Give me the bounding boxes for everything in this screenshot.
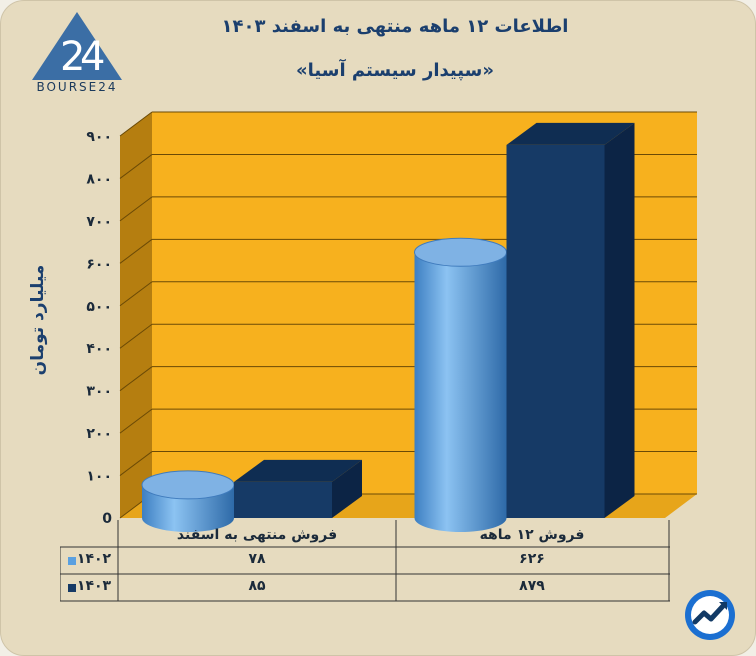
y-tick-label: ۸۰۰ (86, 171, 112, 187)
data-table (60, 520, 670, 602)
gridline-diag (119, 451, 153, 476)
legend-swatch-1402 (68, 557, 76, 565)
y-tick-label: ۹۰۰ (86, 129, 112, 145)
legend-label-1403: ۱۴۰۳ (76, 578, 112, 594)
bar-1403 (234, 481, 332, 518)
y-tick-label: ۱۰۰ (86, 469, 112, 485)
gridline-diag (119, 154, 153, 179)
gridline-diag (119, 111, 153, 137)
trend-arrow-icon (685, 590, 735, 640)
y-tick-label: ۶۰۰ (86, 256, 112, 272)
gridline-diag (119, 281, 153, 307)
chart-title: اطلاعات ۱۲ ماهه منتهی به اسفند ۱۴۰۳ (221, 16, 569, 37)
svg-text:4: 4 (80, 34, 105, 80)
bars (141, 122, 635, 532)
table-value-1403-cat-1: ۸۵ (248, 578, 266, 594)
table-value-1402-cat-2: ۶۲۶ (519, 551, 545, 567)
chart-subtitle: «سپیدار سیستم آسیا» (296, 60, 494, 81)
y-tick-label: ۵۰۰ (86, 299, 112, 315)
table-header-cat-1: فروش منتهی به اسفند (176, 527, 338, 543)
table-value-1403-cat-2: ۸۷۹ (519, 578, 545, 594)
y-tick-label: ۳۰۰ (86, 384, 112, 400)
y-axis-label: میلیارد تومان (28, 264, 48, 376)
svg-text:2: 2 (60, 34, 85, 80)
bar-1403-top (234, 459, 362, 482)
logo-text: BOURSE24 (36, 80, 118, 94)
table-value-1402-cat-1: ۷۸ (248, 551, 266, 567)
gridline-diag (119, 323, 153, 349)
gridline-diag (119, 196, 153, 222)
bar-1403-side (332, 459, 362, 518)
gridline-diag (119, 408, 153, 434)
y-tick-label: 0 (102, 511, 112, 527)
y-tick-label: ۷۰۰ (86, 214, 112, 230)
bar-1403-side (604, 122, 635, 518)
bar-1402 (414, 252, 507, 532)
table-header-cat-2: فروش ۱۲ ماهه (479, 527, 585, 543)
bar-1402-top (414, 237, 507, 267)
bar-1403 (506, 144, 605, 518)
y-tick-label: ۲۰۰ (86, 426, 112, 442)
bar-1403-top (506, 122, 635, 145)
legend-label-1402: ۱۴۰۲ (76, 551, 112, 567)
gridline-diag (119, 238, 153, 264)
legend-swatch-1403 (68, 584, 76, 592)
bar-1402-top (141, 470, 235, 500)
gridline-diag (119, 366, 153, 392)
bourse24-logo: 2 4 (32, 12, 122, 80)
y-tick-label: ۴۰۰ (86, 341, 112, 357)
